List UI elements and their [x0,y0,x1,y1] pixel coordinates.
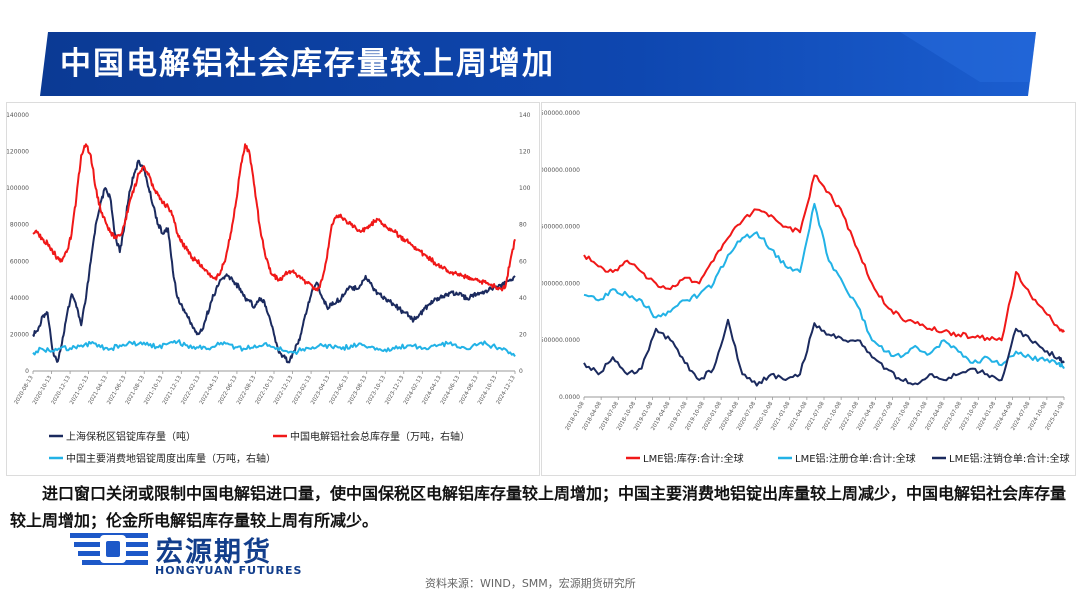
x-tick-label: 2024-10-13 [477,375,498,406]
series-line-2 [32,143,516,292]
legend-label: 中国主要消费地铝锭周度出库量（万吨，右轴） [66,452,276,465]
x-tick-label: 2021-08-13 [125,375,146,406]
x-tick-label: 2022-12-13 [273,375,294,406]
x-tick-label: 2022-04-13 [199,375,220,406]
chart-left: 0 20000 40000 60000 80000 100000 120000 140000 0… [7,112,531,465]
x-tick-label: 2021-04-13 [88,375,109,406]
logo-name-en: HONGYUAN FUTURES [155,564,303,577]
x-tick-label: 2021-02-13 [69,375,90,406]
x-tick-label: 2020-10-13 [32,375,53,406]
y-left-tick-label: 2000000.0000 [542,167,580,174]
page-title: 中国电解铝社会库存量较上周增加 [60,46,555,82]
banner-graphic [40,32,1036,96]
title-bar [40,32,1036,96]
y-right-tick-label: 40 [519,295,527,302]
x-tick-label: 2023-02-13 [292,375,313,406]
y-right-tick-label: 100 [519,185,531,192]
y-left-tick-label: 60000 [10,258,29,265]
y-right-tick-label: 80 [519,222,527,229]
legend-label: LME铝:注册仓单:合计:全球 [795,452,916,465]
y-left-tick-label: 20000 [10,331,29,338]
legend-label: 中国电解铝社会总库存量（万吨，右轴） [290,430,470,443]
y-right-tick-label: 140 [519,112,531,119]
x-tick-label: 2022-02-13 [180,375,201,406]
y-left-tick-label: 80000 [10,222,29,229]
y-right-tick-label: 20 [519,331,527,338]
series-line-1 [583,174,1065,342]
x-tick-label: 2022-08-13 [236,375,257,406]
legend-label: LME铝:注销仓单:合计:全球 [949,452,1070,465]
x-tick-label: 2024-08-13 [458,375,479,406]
source-note: 资料来源：WIND，SMM，宏源期货研究所 [425,577,636,590]
y-right-tick-label: 60 [519,258,527,265]
y-left-tick-label: 40000 [10,295,29,302]
series-line-3 [583,318,1065,387]
x-tick-label: 2023-12-13 [384,375,405,406]
y-left-tick-label: 0 [25,368,29,375]
y-right-tick-label: 120 [519,149,531,156]
x-tick-label: 2023-04-13 [310,375,331,406]
series-line-3 [32,339,516,357]
x-tick-label: 2023-08-13 [347,375,368,406]
x-tick-label: 2020-12-13 [51,375,72,406]
legend-label: LME铝:库存:合计:全球 [643,452,744,465]
y-left-tick-label: 1500000.0000 [542,224,580,231]
chart-right: 0.0000 500000.0000 1000000.0000 1500000.000… [542,110,1070,465]
x-tick-label: 2023-10-13 [366,375,387,406]
y-left-tick-label: 120000 [7,149,29,156]
x-tick-label: 2022-06-13 [217,375,238,406]
y-left-tick-label: 140000 [7,112,29,119]
legend-label: 上海保税区铝锭库存量（吨） [66,430,196,443]
x-tick-label: 2021-12-13 [162,375,183,406]
x-tick-label: 2020-08-13 [14,375,35,406]
y-left-tick-label: 0.0000 [559,394,580,401]
title-bar-accent [900,32,1036,82]
y-left-tick-label: 2500000.0000 [542,110,580,117]
x-tick-label: 2024-02-13 [403,375,424,406]
y-left-tick-label: 500000.0000 [542,337,580,344]
x-tick-label: 2021-06-13 [106,375,127,406]
x-tick-label: 2024-04-13 [421,375,442,406]
company-logo [70,533,148,565]
series-line-1 [32,159,516,364]
x-tick-label: 2024-06-13 [440,375,461,406]
x-tick-label: 2024-12-13 [496,375,517,406]
header-banner: 中国电解铝社会库存量较上周增加 [0,0,1080,100]
y-left-tick-label: 100000 [7,185,29,192]
series-line-2 [583,202,1065,370]
chart-panel-right: 0.0000 500000.0000 1000000.0000 1500000.000… [541,102,1076,476]
x-tick-label: 2023-06-13 [329,375,350,406]
x-tick-label: 2021-10-13 [143,375,164,406]
description-text: 进口窗口关闭或限制中国电解铝进口量，使中国保税区电解铝库存量较上周增加；中国主要… [10,484,1067,530]
x-tick-label: 2022-10-13 [255,375,276,406]
logo-mark-icon [70,533,148,565]
logo-name-cn: 宏源期货 [156,537,272,568]
y-left-tick-label: 1000000.0000 [542,280,580,287]
y-right-tick-label: 0 [519,368,523,375]
chart-panel-left: 0 20000 40000 60000 80000 100000 120000 140000 0… [6,102,540,476]
